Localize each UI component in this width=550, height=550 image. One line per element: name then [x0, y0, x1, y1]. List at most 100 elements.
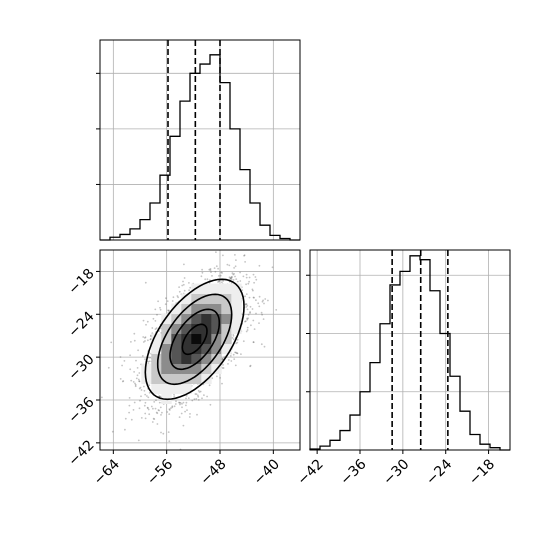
density-cell	[211, 333, 222, 344]
scatter-point	[142, 336, 145, 338]
scatter-point	[138, 372, 141, 374]
scatter-point	[175, 400, 177, 403]
scatter-point	[201, 268, 204, 271]
density-cell	[181, 383, 192, 394]
scatter-point	[138, 380, 141, 383]
scatter-point	[218, 275, 220, 277]
scatter-point	[134, 382, 136, 385]
scatter-point	[136, 374, 139, 377]
scatter-point	[160, 414, 162, 416]
scatter-point	[155, 399, 157, 402]
y-tick-label: −24	[65, 309, 97, 341]
scatter-point	[233, 244, 235, 246]
scatter-point	[246, 318, 249, 321]
scatter-point	[249, 305, 252, 308]
scatter-point	[245, 330, 248, 333]
scatter-point	[258, 305, 261, 308]
scatter-point	[260, 343, 263, 346]
scatter-point	[220, 271, 223, 274]
scatter-point	[257, 302, 260, 305]
scatter-point	[123, 360, 126, 362]
scatter-point	[261, 313, 263, 316]
scatter-point	[144, 401, 147, 404]
density-cell	[191, 373, 202, 384]
scatter-point	[173, 405, 176, 408]
scatter-point	[233, 267, 236, 269]
scatter-point	[153, 418, 156, 420]
scatter-point	[124, 428, 126, 431]
scatter-point	[119, 378, 122, 380]
scatter-point	[161, 411, 163, 414]
scatter-point	[226, 263, 229, 266]
scatter-point	[144, 417, 147, 420]
scatter-point	[203, 243, 205, 245]
scatter-point	[236, 280, 239, 283]
scatter-point	[195, 398, 198, 400]
scatter-point	[130, 379, 133, 382]
scatter-point	[148, 413, 151, 416]
density-cell	[211, 353, 222, 364]
density-cell	[201, 293, 212, 304]
scatter-point	[156, 412, 159, 415]
scatter-point	[152, 317, 155, 320]
scatter-point	[245, 293, 248, 295]
scatter-point	[201, 271, 204, 274]
y-tick-label: −18	[65, 266, 97, 298]
scatter-point	[210, 271, 212, 273]
x-tick-label: −64	[91, 456, 123, 488]
scatter-point	[245, 273, 248, 276]
density-cell	[171, 343, 182, 354]
scatter-point	[149, 338, 152, 340]
scatter-point	[236, 352, 238, 354]
scatter-point	[251, 308, 254, 310]
scatter-point	[222, 280, 225, 282]
scatter-point	[152, 407, 154, 410]
density-cell	[141, 363, 152, 374]
scatter-point	[185, 395, 188, 397]
scatter-point	[147, 360, 150, 363]
scatter-point	[175, 302, 178, 304]
density-cell	[161, 373, 172, 384]
density-cell	[201, 283, 212, 294]
scatter-point	[230, 360, 233, 362]
scatter-point	[147, 339, 149, 342]
scatter-point	[217, 280, 220, 283]
scatter-point	[148, 391, 151, 394]
scatter-point	[209, 269, 212, 271]
scatter-point	[186, 409, 188, 411]
density-cell	[171, 323, 182, 334]
scatter-point	[155, 327, 158, 329]
scatter-point	[231, 272, 234, 274]
scatter-point	[230, 276, 233, 278]
scatter-point	[201, 397, 203, 400]
histogram-step-line	[309, 255, 510, 451]
y-tick-label: −36	[65, 394, 97, 426]
scatter-point	[252, 296, 255, 299]
scatter-point	[209, 403, 212, 406]
scatter-point	[231, 276, 233, 279]
scatter-point	[187, 397, 190, 399]
density-cell	[221, 313, 232, 324]
density-cell	[151, 343, 162, 354]
scatter-point	[217, 267, 220, 270]
density-cell	[231, 293, 242, 304]
scatter-point	[253, 281, 256, 284]
scatter-point	[215, 265, 218, 268]
scatter-point	[252, 319, 255, 322]
scatter-point	[241, 289, 244, 292]
scatter-point	[188, 282, 190, 284]
scatter-point	[179, 403, 181, 406]
scatter-point	[101, 396, 103, 399]
scatter-point	[133, 401, 136, 404]
scatter-point	[181, 284, 184, 287]
scatter-point	[234, 275, 236, 278]
scatter-point	[132, 409, 135, 411]
density-cell	[231, 313, 242, 324]
scatter-point	[262, 318, 265, 320]
scatter-point	[183, 263, 185, 266]
scatter-point	[191, 399, 194, 402]
density-cell	[191, 323, 202, 334]
scatter-point	[197, 394, 199, 397]
density-cell	[211, 313, 222, 324]
scatter-point	[171, 300, 174, 302]
